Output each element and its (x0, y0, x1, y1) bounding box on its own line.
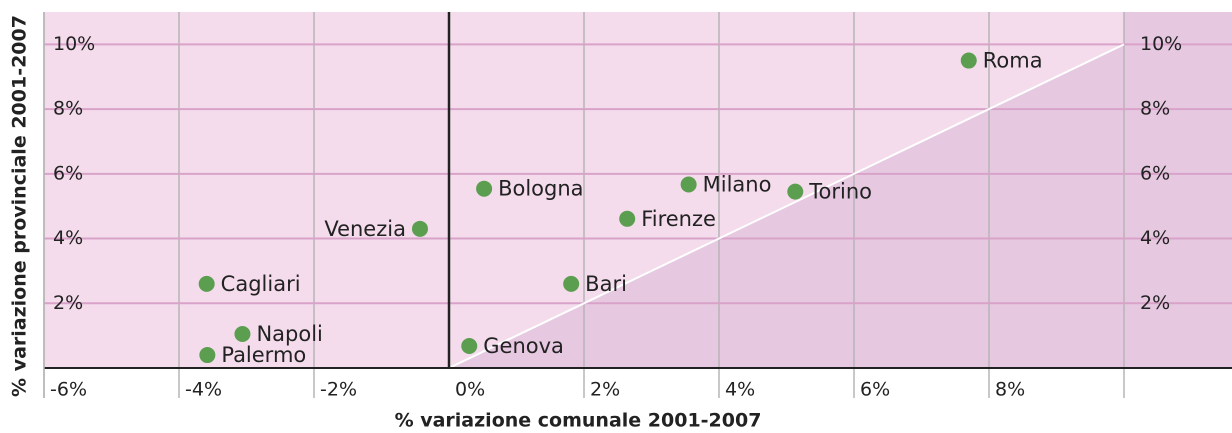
y-tick-label: 2% (53, 292, 83, 314)
y-tick-label-right: 8% (1140, 98, 1170, 120)
x-tick-label: 8% (995, 379, 1025, 401)
x-tick-label: -4% (185, 379, 222, 401)
point-label: Napoli (256, 322, 322, 346)
point-label: Firenze (641, 207, 716, 231)
point-label: Roma (983, 49, 1043, 73)
point-label: Torino (808, 180, 872, 204)
point-label: Palermo (221, 343, 306, 367)
x-tick-label: -2% (320, 379, 357, 401)
point (199, 347, 216, 364)
y-tick-label: 4% (53, 227, 83, 249)
y-axis-title: % variazione provinciale 2001-2007 (9, 15, 31, 397)
y-tick-label-right: 4% (1140, 227, 1170, 249)
y-tick-label: 6% (53, 162, 83, 184)
diagonal (448, 43, 1125, 369)
x-tick-label: -6% (50, 379, 87, 401)
y-tick-label-right: 6% (1140, 162, 1170, 184)
shaded-region (449, 12, 1232, 368)
point (619, 210, 636, 227)
x-tick-label: 0% (455, 379, 485, 401)
point-label: Bologna (498, 177, 583, 201)
y-tick-label-right: 10% (1140, 33, 1182, 55)
point-label: Genova (483, 334, 564, 358)
x-tick-label: 2% (590, 379, 620, 401)
point (960, 52, 977, 69)
x-tick-label: 4% (725, 379, 755, 401)
point (680, 176, 697, 193)
point (476, 180, 493, 197)
point-label: Bari (585, 272, 627, 296)
point (411, 220, 428, 237)
point (198, 275, 215, 292)
point (787, 183, 804, 200)
x-axis-title: % variazione comunale 2001-2007 (395, 410, 762, 432)
point (234, 326, 251, 343)
y-tick-label: 8% (53, 98, 83, 120)
point (563, 275, 580, 292)
y-tick-label-right: 2% (1140, 292, 1170, 314)
point (461, 337, 478, 354)
point-label: Milano (703, 172, 772, 196)
y-tick-label: 10% (53, 33, 95, 55)
point-label: Cagliari (221, 272, 301, 296)
x-tick-label: 6% (860, 379, 890, 401)
point-label: Venezia (324, 217, 406, 241)
